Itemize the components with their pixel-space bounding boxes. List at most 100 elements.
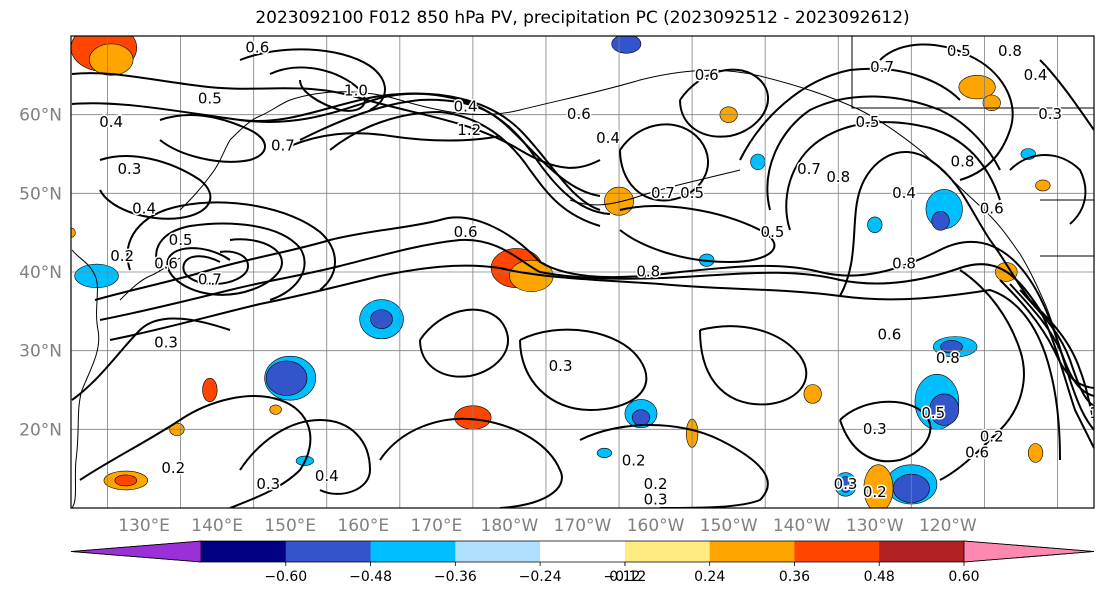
coastline [179, 139, 231, 211]
lon-tick-label: 130°E [118, 516, 170, 536]
contour-line [699, 325, 808, 406]
contour-label: 1.2 [1089, 404, 1105, 422]
colorbar-tick-label: 0.12 [609, 569, 640, 585]
precip-shade [370, 309, 393, 329]
map-title: 2023092100 F012 850 hPa PV, precipitatio… [255, 8, 910, 28]
colorbar-extend-low [70, 540, 202, 563]
contour-label: 0.5 [198, 89, 222, 107]
lon-tick-label: 160°W [627, 516, 685, 536]
precip-shade [114, 474, 138, 487]
coastline [71, 249, 100, 508]
lon-tick-label: 130°W [846, 516, 904, 536]
contour-line [619, 205, 776, 264]
lat-tick-label: 50°N [19, 184, 62, 204]
contour-line [1029, 299, 1094, 421]
contour-label: 0.8 [936, 349, 960, 367]
contour-label: 0.3 [118, 160, 142, 178]
contour-line [679, 68, 770, 138]
contour-line [299, 98, 611, 215]
contour-label: 0.7 [870, 58, 894, 76]
contour-line [1009, 154, 1087, 225]
contour-line [1039, 59, 1094, 131]
lon-tick-label: 140°W [773, 516, 831, 536]
contour-line [289, 132, 501, 147]
lon-tick-label: 170°W [554, 516, 612, 536]
contour-line [519, 328, 648, 412]
colorbar-segment [455, 541, 541, 562]
contour-label: 0.8 [636, 263, 660, 281]
colorbar-segment [709, 541, 795, 562]
colorbar-segment [879, 541, 965, 562]
contour-label: 0.8 [951, 152, 975, 170]
contour-line [419, 308, 510, 378]
colorbar-segment [624, 541, 711, 562]
precip-shade [929, 393, 960, 426]
contour-label: 0.2 [980, 428, 1004, 446]
colorbar: −0.60 −0.48 −0.36 −0.24 −0.120.12 0.24 0.36 0.4… [70, 540, 1095, 585]
colorbar-tick-label: −0.60 [264, 569, 307, 585]
contour-label: 0.2 [622, 451, 646, 469]
contour-label: 0.3 [154, 333, 178, 351]
contour-label: 0.6 [965, 443, 989, 461]
precip-shade [269, 404, 282, 415]
contour-line [1019, 289, 1094, 407]
contour-line [239, 92, 601, 211]
contour-label: 0.4 [892, 184, 916, 202]
colorbar-tick-label: 0.48 [864, 569, 895, 585]
colorbar-tick-label: −0.36 [434, 569, 477, 585]
contour-label: 0.6 [154, 255, 178, 273]
colorbar-segment [201, 541, 287, 562]
contour-line [785, 121, 1001, 231]
colorbar-segment [370, 541, 456, 562]
contour-label: 0.4 [315, 467, 339, 485]
colorbar-tick-label: 0.60 [948, 569, 979, 585]
precip-shade [1035, 179, 1051, 192]
lon-tick-label: 180°W [481, 516, 539, 536]
contour-label: 0.5 [169, 231, 193, 249]
coastline [229, 99, 291, 141]
lon-tick-label: 170°E [411, 516, 463, 536]
lon-tick-label: 150°E [264, 516, 316, 536]
colorbar-segment [794, 541, 880, 562]
contour-label: 0.8 [826, 168, 850, 186]
lon-tick-label: 150°W [700, 516, 758, 536]
contour-line [94, 216, 1094, 431]
contour-label: 0.7 [651, 184, 675, 202]
contour-line [839, 400, 932, 463]
contour-label: 0.6 [245, 38, 269, 56]
contour-line [182, 250, 250, 286]
colorbar-tick-label: −0.24 [519, 569, 562, 585]
contour-line [739, 67, 961, 161]
contour-line [109, 264, 1061, 461]
contour-label: 0.3 [549, 357, 573, 375]
contour-line [99, 155, 212, 220]
precip-shade [88, 43, 134, 76]
coastline [119, 257, 181, 301]
contour-label: 0.6 [695, 66, 719, 84]
coastline [569, 169, 741, 206]
contour-line [155, 222, 306, 301]
precip-shade [202, 377, 218, 403]
lat-tick-label: 20°N [19, 420, 62, 440]
contour-label: 0.7 [797, 160, 821, 178]
colorbar-segment [540, 541, 626, 562]
contour-label: 0.3 [834, 475, 858, 493]
colorbar-outline [70, 540, 1095, 563]
precip-shade [958, 75, 996, 100]
coastlines [71, 36, 1094, 508]
contour-line [999, 279, 1094, 389]
contour-label: 0.5 [680, 184, 704, 202]
contour-line [879, 43, 1014, 181]
precip-shade [750, 153, 766, 171]
contour-line [619, 123, 710, 202]
contour-label: 0.2 [110, 247, 134, 265]
contour-line [126, 201, 336, 291]
contour-line [269, 66, 366, 112]
coastline [859, 109, 1021, 255]
precip-shade [1027, 443, 1044, 463]
contour-label: 0.6 [877, 325, 901, 343]
contour-label: 0.4 [596, 129, 620, 147]
pv-contours [71, 43, 1094, 508]
contour-label: 0.3 [1038, 105, 1062, 123]
contour-line [239, 418, 372, 495]
